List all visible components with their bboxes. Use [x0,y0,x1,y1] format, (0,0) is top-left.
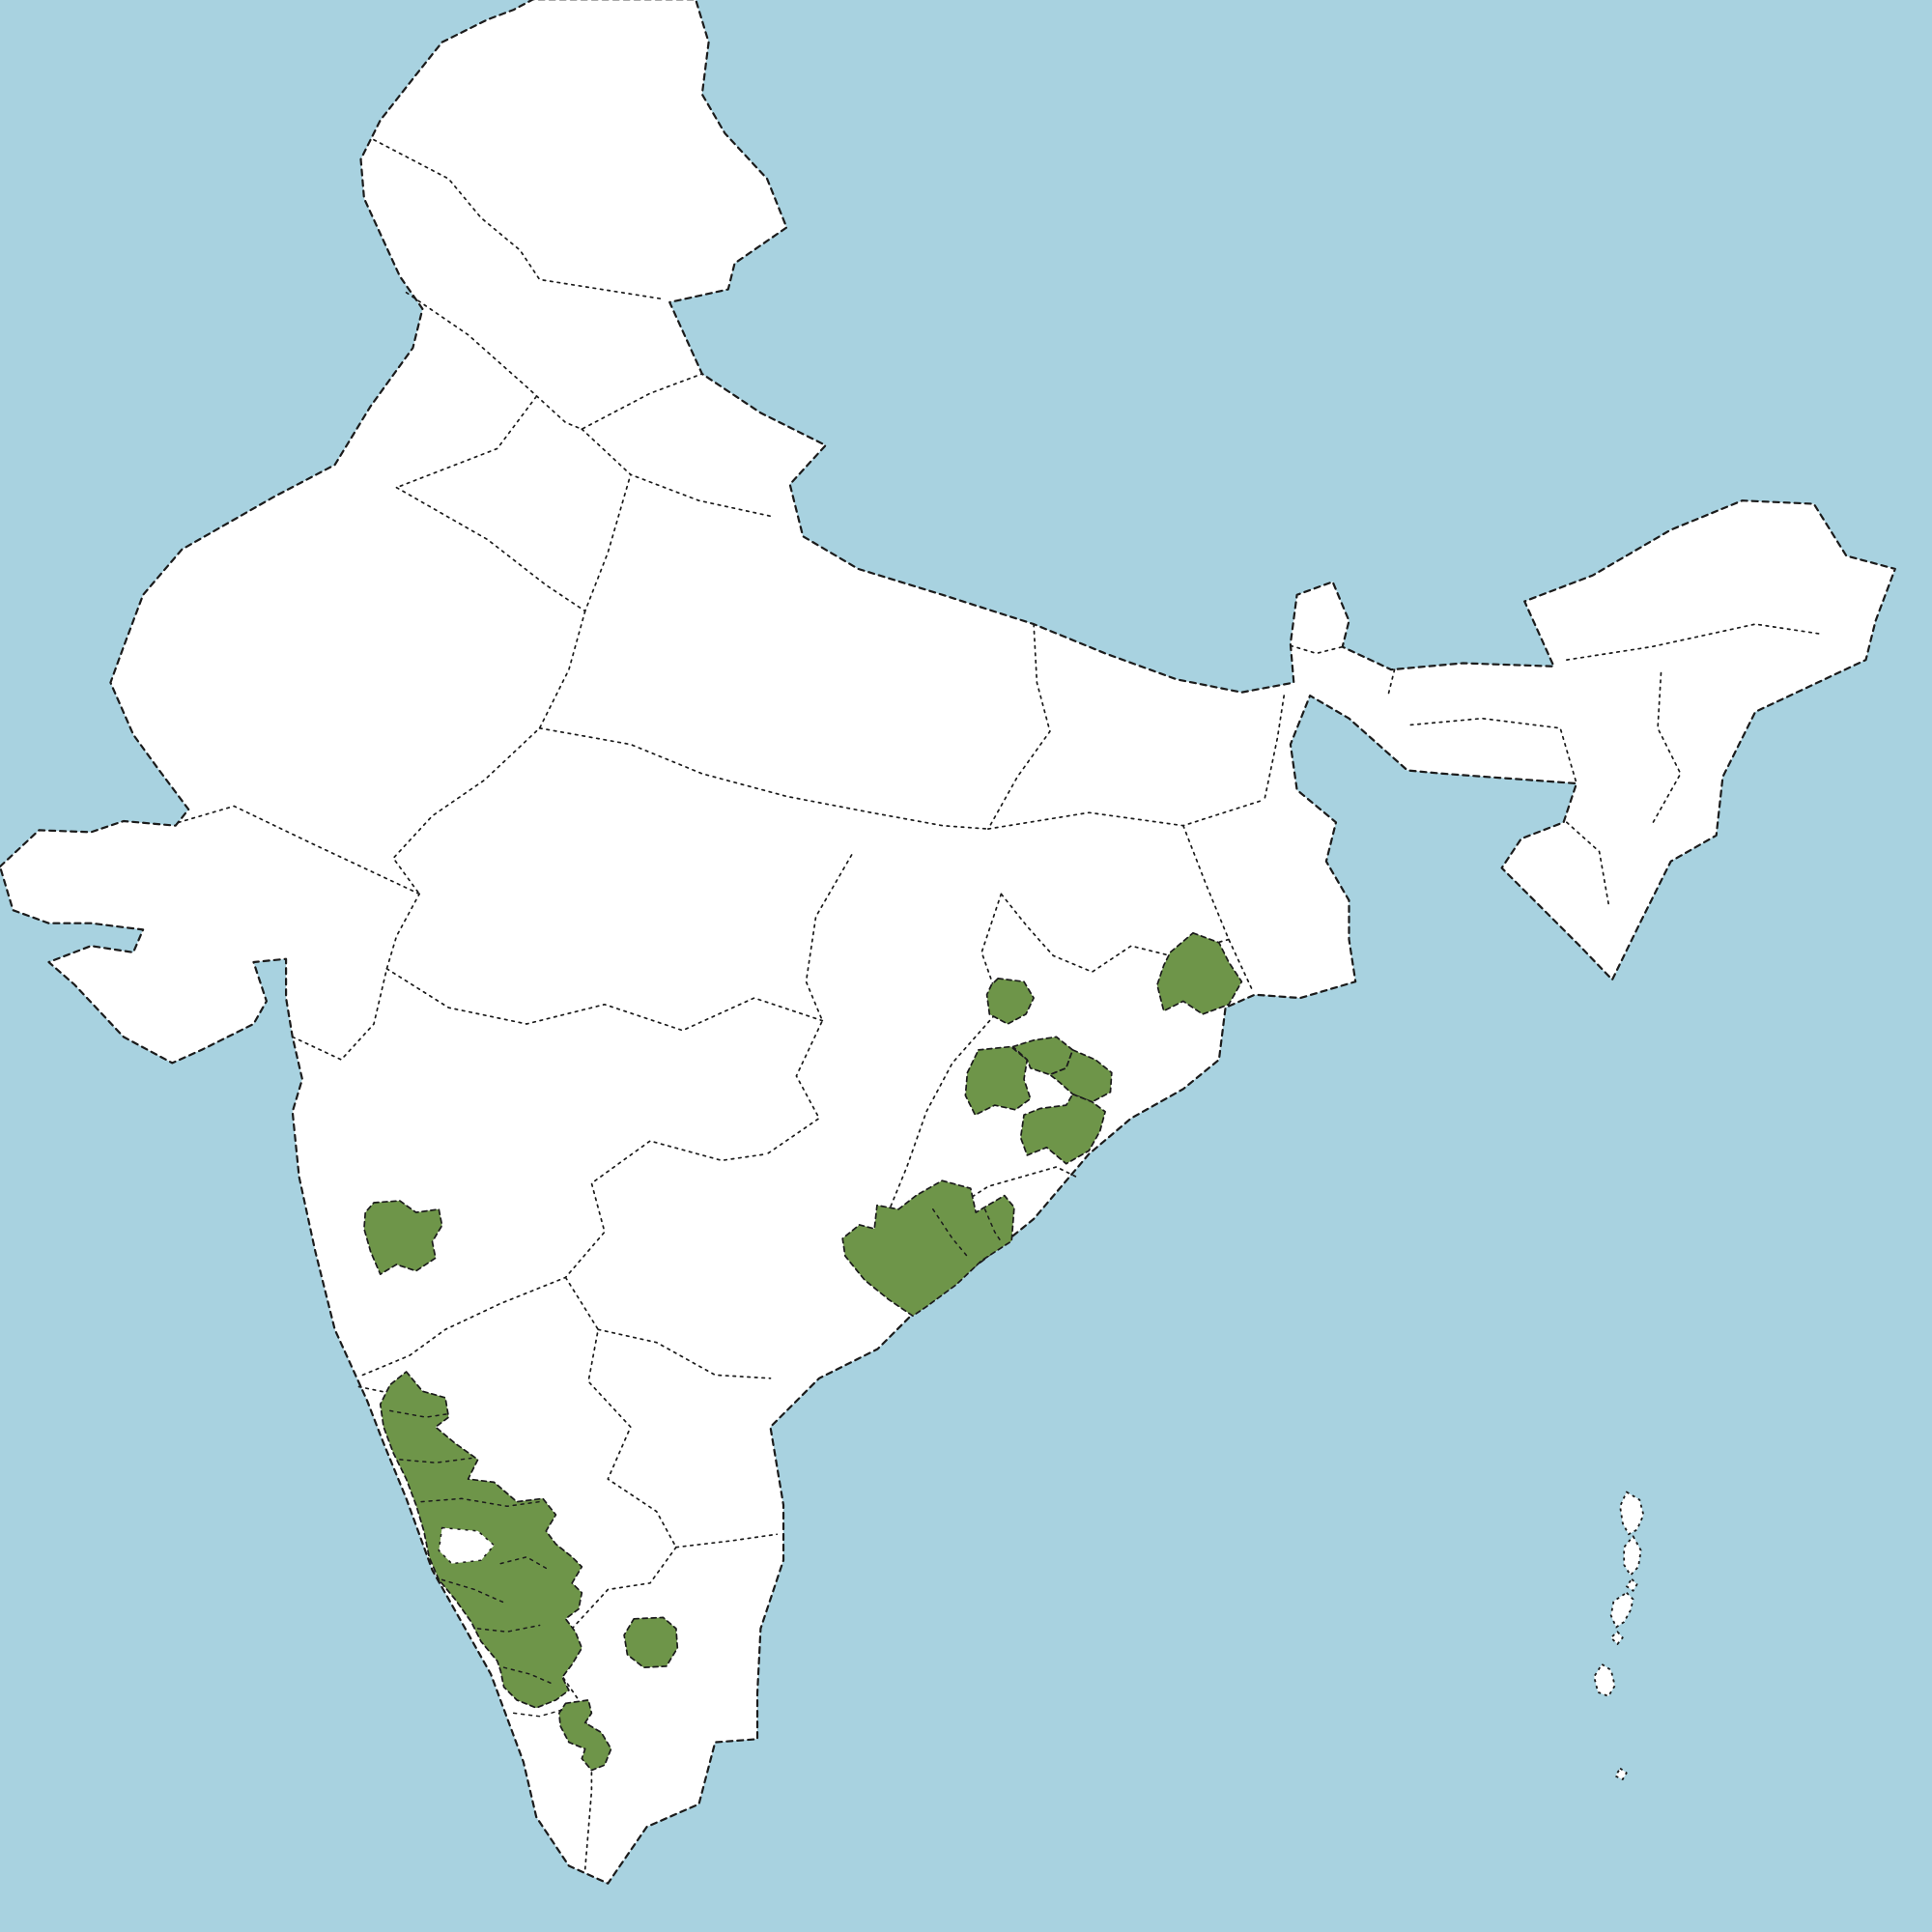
state-border-line [1182,824,1253,989]
india-landmass [0,0,1896,1885]
state-border-line [361,1140,768,1377]
district-border-line [476,1624,541,1633]
state-border-line [1290,644,1344,655]
highlighted-district-maharashtra-inland [363,1200,443,1275]
state-border-line [385,967,824,1032]
island [1593,1663,1616,1697]
state-border-line [581,428,775,518]
andaman-islands [1593,1491,1645,1780]
highlighted-district-odisha-west [985,978,1035,1025]
state-border-line [538,726,989,830]
state-border-line [291,893,420,1061]
state-border-line [438,1546,677,1649]
district-inner-borders [389,1208,1003,1718]
state-border-line [597,1328,772,1379]
state-border-line [1650,671,1682,827]
unhighlighted-enclave [438,1526,496,1565]
district-holes [438,1526,496,1565]
highlighted-district-odisha-central-a [964,1045,1032,1117]
district-border-line [499,1555,551,1572]
district-border-line [512,1709,563,1718]
state-border-line [405,291,703,431]
island [1625,1577,1638,1592]
state-border-line [1566,623,1822,661]
state-border-line [395,395,538,489]
highlighted-district-kerala-southeast [557,1699,612,1772]
state-border-line [1387,668,1396,696]
island [1609,1591,1634,1629]
island [1614,1767,1628,1780]
highlighted-district-odisha-central-d [1019,1093,1106,1165]
state-border-line [987,623,1051,830]
state-border-line [675,1533,779,1548]
highlighted-district-andhra-coastal [841,1179,1015,1318]
district-border-line [983,1208,1003,1243]
state-border-line [1566,821,1610,908]
island [1619,1491,1645,1536]
district-border-line [420,1497,541,1508]
district-border-line [502,1666,554,1685]
state-border-line [178,805,420,895]
highlighted-district-odisha-north [1156,931,1243,1015]
highlighted-district-odisha-central-b [1011,1036,1074,1076]
state-border-line [564,1276,677,1548]
state-border-line [395,473,632,612]
island [1609,1631,1624,1645]
island [1623,1535,1642,1577]
state-border-line [1409,717,1577,784]
state-border-line [987,798,1265,830]
highlighted-district-tamilnadu-inland [623,1616,679,1669]
state-border-line [373,138,665,300]
state-borders [178,138,1822,1870]
state-border-line [1264,695,1286,801]
state-border-line [392,610,586,895]
district-border-line [440,1578,505,1604]
